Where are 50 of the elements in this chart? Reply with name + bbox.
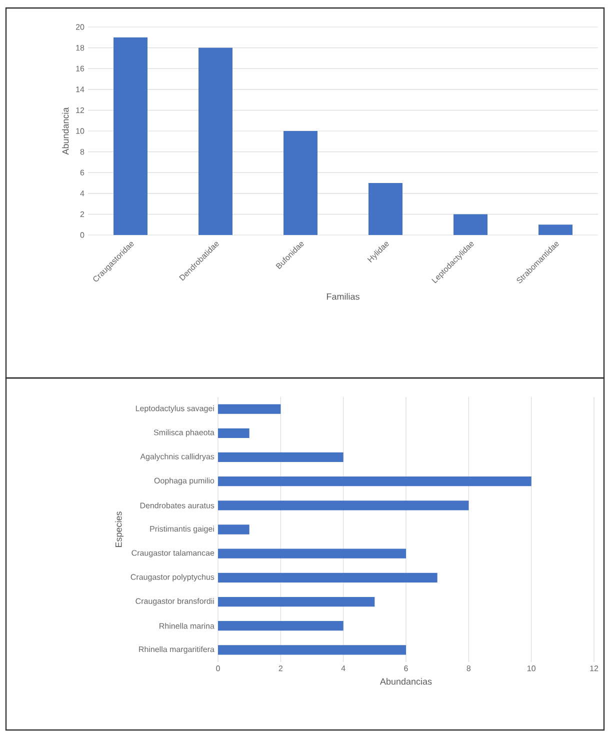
y-tick-label: Pristimantis gaigei: [150, 526, 214, 534]
y-axis-title: Abundancia: [62, 107, 69, 155]
bar: [218, 500, 469, 510]
y-tick-label: 18: [76, 44, 84, 51]
y-tick-label: 6: [80, 170, 84, 176]
bar: [284, 130, 318, 235]
bar: [368, 182, 402, 235]
x-tick-label: 2: [278, 666, 282, 672]
y-tick-label: 10: [76, 128, 84, 134]
y-tick-label: 20: [76, 24, 84, 30]
y-tick-label: 16: [76, 66, 84, 72]
bar: [218, 428, 250, 438]
bar: [218, 572, 438, 582]
x-tick-label: 0: [216, 666, 220, 672]
y-tick-label: 12: [76, 107, 84, 113]
x-tick-label: 8: [466, 666, 471, 672]
y-tick-label: Rhinella margaritifera: [139, 646, 214, 654]
bar: [218, 621, 344, 631]
bar: [114, 37, 148, 235]
y-tick-label: Smilisca phaeota: [154, 429, 214, 437]
bar: [218, 524, 250, 534]
y-tick-label: 4: [80, 190, 84, 196]
y-tick-label: Oophaga pumilio: [154, 478, 214, 486]
bar: [198, 48, 232, 235]
x-tick-label: 12: [590, 666, 598, 672]
y-tick-label: Agalychnis callidryas: [140, 453, 214, 461]
y-tick-label: Craugastor bransfordii: [136, 598, 214, 606]
y-tick-label: 8: [80, 148, 84, 155]
y-tick-label: Craugastor talamancae: [132, 550, 214, 558]
bar: [218, 452, 344, 462]
x-tick-label: 6: [404, 666, 408, 672]
x-axis-title: Abundancias: [380, 678, 432, 685]
y-tick-label: Leptodactylus savagei: [136, 405, 214, 413]
bar: [218, 596, 375, 607]
bar: [538, 224, 572, 235]
x-tick-label: 4: [341, 666, 346, 672]
x-axis-title: Familias: [326, 293, 360, 300]
y-axis-title: Especies: [115, 512, 124, 548]
bar: [218, 404, 281, 414]
x-tick-label: 10: [528, 666, 536, 672]
bar: [454, 214, 488, 235]
y-tick-label: 14: [76, 86, 84, 92]
y-tick-label: 0: [80, 232, 84, 238]
y-tick-label: Dendrobates auratus: [140, 502, 214, 508]
y-tick-label: Craugastor polyptychus: [130, 574, 214, 582]
bar: [218, 548, 406, 558]
y-tick-label: 2: [80, 211, 84, 217]
y-tick-label: Rhinella marina: [160, 622, 214, 629]
bar: [218, 645, 406, 655]
bar: [218, 476, 532, 486]
